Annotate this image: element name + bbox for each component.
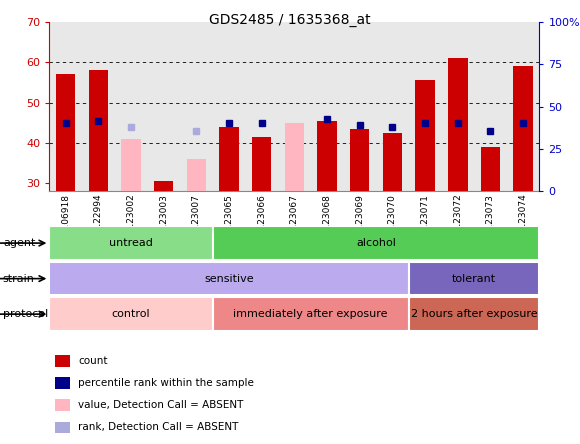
Bar xyxy=(481,147,500,191)
Bar xyxy=(285,123,304,191)
Bar xyxy=(213,22,245,191)
Text: agent: agent xyxy=(3,238,35,248)
Bar xyxy=(415,80,435,191)
Bar xyxy=(311,22,343,191)
Text: protocol: protocol xyxy=(3,309,48,319)
Text: untread: untread xyxy=(109,238,153,248)
Bar xyxy=(55,400,70,411)
Bar xyxy=(245,22,278,191)
Text: percentile rank within the sample: percentile rank within the sample xyxy=(78,378,254,388)
Bar xyxy=(448,58,467,191)
Bar xyxy=(252,137,271,191)
Bar xyxy=(49,22,82,191)
Text: rank, Detection Call = ABSENT: rank, Detection Call = ABSENT xyxy=(78,423,238,432)
Bar xyxy=(115,22,147,191)
Bar xyxy=(219,127,239,191)
Bar xyxy=(343,22,376,191)
Bar xyxy=(441,22,474,191)
Bar xyxy=(56,75,75,191)
Bar xyxy=(278,22,311,191)
Bar xyxy=(55,355,70,367)
Bar xyxy=(383,133,402,191)
Text: tolerant: tolerant xyxy=(452,274,496,284)
Bar xyxy=(213,297,409,331)
Bar xyxy=(213,226,539,260)
Bar xyxy=(147,22,180,191)
Text: strain: strain xyxy=(3,274,35,284)
Bar xyxy=(187,159,206,191)
Bar xyxy=(89,71,108,191)
Bar xyxy=(409,262,539,295)
Text: control: control xyxy=(112,309,150,319)
Bar xyxy=(513,67,533,191)
Text: count: count xyxy=(78,356,107,366)
Bar xyxy=(49,297,213,331)
Text: GDS2485 / 1635368_at: GDS2485 / 1635368_at xyxy=(209,13,371,28)
Text: value, Detection Call = ABSENT: value, Detection Call = ABSENT xyxy=(78,400,244,410)
Bar xyxy=(474,22,507,191)
Bar xyxy=(154,181,173,191)
Text: alcohol: alcohol xyxy=(356,238,396,248)
Bar xyxy=(317,121,337,191)
Bar xyxy=(507,22,539,191)
Bar xyxy=(409,22,441,191)
Bar xyxy=(376,22,409,191)
Bar xyxy=(350,129,369,191)
Bar xyxy=(49,226,213,260)
Text: immediately after exposure: immediately after exposure xyxy=(233,309,388,319)
Bar xyxy=(49,262,409,295)
Bar xyxy=(55,377,70,389)
Bar xyxy=(180,22,213,191)
Bar xyxy=(82,22,115,191)
Bar xyxy=(121,139,141,191)
Bar xyxy=(55,422,70,433)
Text: sensitive: sensitive xyxy=(204,274,254,284)
Bar xyxy=(409,297,539,331)
Text: 2 hours after exposure: 2 hours after exposure xyxy=(411,309,537,319)
